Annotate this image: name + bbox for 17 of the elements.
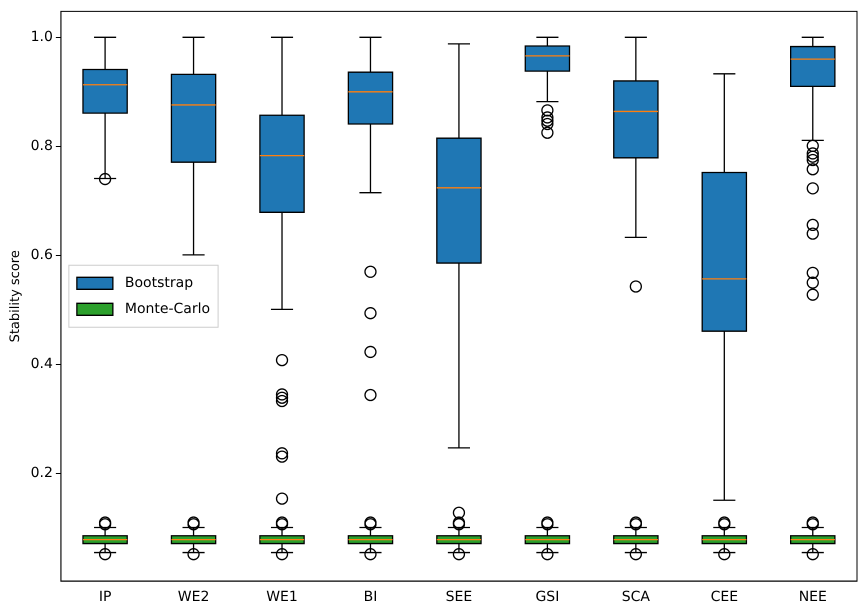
y-tick-label: 0.6 — [30, 247, 53, 264]
x-tick-label: IP — [98, 589, 112, 606]
x-tick-label: WE1 — [266, 589, 298, 606]
y-tick-label: 1.0 — [30, 28, 53, 45]
x-tick-label: SCA — [622, 589, 650, 606]
x-tick-label: NEE — [798, 589, 827, 606]
x-tick-label: BI — [364, 589, 378, 606]
y-axis-title: Stability score — [8, 250, 24, 342]
legend-label: Bootstrap — [124, 274, 194, 291]
y-tick-label: 0.8 — [30, 138, 53, 154]
x-tick-label: CEE — [710, 589, 738, 606]
x-tick-label: GSI — [535, 589, 560, 606]
y-tick-label: 0.2 — [30, 465, 53, 482]
legend-label: Monte-Carlo — [124, 300, 210, 317]
x-tick-label: SEE — [446, 589, 472, 606]
x-tick-label: WE2 — [178, 589, 210, 606]
y-tick-label: 0.4 — [30, 356, 53, 372]
